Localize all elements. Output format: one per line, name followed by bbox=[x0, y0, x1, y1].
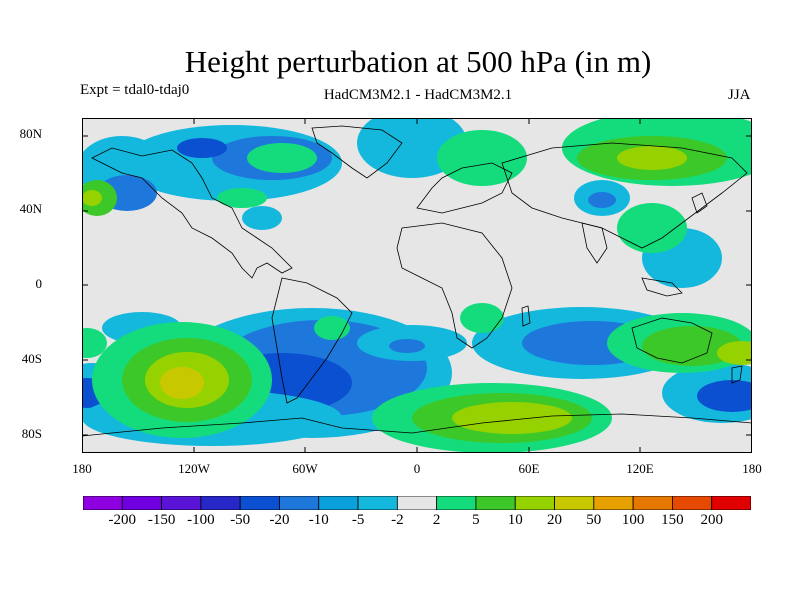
model-label: HadCM3M2.1 - HadCM3M2.1 bbox=[323, 87, 513, 103]
lon-tick-label: 60E bbox=[518, 461, 540, 476]
colorbar-box bbox=[121, 496, 162, 510]
contour-fill bbox=[217, 188, 267, 208]
colorbar-label: 10 bbox=[507, 512, 523, 528]
lon-tick-label: 120E bbox=[626, 461, 654, 476]
contour-fill bbox=[177, 138, 227, 158]
coastline-madagascar bbox=[521, 305, 531, 327]
colorbar-label: 20 bbox=[547, 512, 562, 528]
lon-tick-label: 120W bbox=[178, 461, 210, 476]
contour-fill bbox=[617, 203, 687, 253]
lat-tick-label: 40N bbox=[19, 201, 42, 216]
lon-tick-label: 60W bbox=[292, 461, 318, 476]
contour-fill bbox=[82, 328, 107, 358]
contour-fill bbox=[437, 130, 527, 186]
contour-fill bbox=[160, 367, 204, 399]
colorbar-box bbox=[239, 496, 280, 510]
colorbar-box bbox=[514, 496, 555, 510]
coastline-greenland bbox=[311, 125, 403, 179]
contour-fill bbox=[82, 190, 102, 206]
tick-marks bbox=[82, 118, 752, 453]
contour-fill bbox=[697, 380, 752, 412]
map-title: Height perturbation at 500 hPa (in m) bbox=[184, 44, 652, 79]
coastline-south-america bbox=[271, 277, 353, 404]
colorbar-label: 150 bbox=[661, 512, 684, 528]
colorbar-label: -2 bbox=[391, 512, 404, 528]
coastline-new-zealand bbox=[731, 365, 743, 384]
colorbar-label: -150 bbox=[147, 512, 176, 528]
colorbar-label: -200 bbox=[108, 512, 137, 528]
colorbar bbox=[83, 496, 751, 510]
lat-tick-label: 80N bbox=[19, 126, 42, 141]
colorbar-box bbox=[200, 496, 241, 510]
colorbar-box bbox=[711, 496, 751, 510]
coastlines bbox=[82, 125, 752, 437]
colorbar-box bbox=[436, 496, 477, 510]
colorbar-box bbox=[554, 496, 595, 510]
colorbar-label: 100 bbox=[621, 512, 645, 528]
colorbar-box bbox=[279, 496, 320, 510]
contour-fills bbox=[82, 118, 752, 453]
contour-fill bbox=[460, 303, 504, 333]
lat-tick-label: 0 bbox=[35, 276, 43, 291]
lon-tick-label: 0 bbox=[413, 461, 421, 476]
colorbar-label: -5 bbox=[351, 512, 365, 528]
colorbar-box bbox=[632, 496, 673, 510]
coastline-india bbox=[581, 222, 608, 264]
contour-fill bbox=[389, 339, 425, 353]
map-panel bbox=[82, 118, 752, 453]
lon-tick-label: 180 bbox=[742, 461, 762, 476]
coastline-antarctica bbox=[82, 413, 752, 437]
contour-fill bbox=[642, 326, 742, 366]
contour-fill bbox=[247, 143, 317, 173]
contour-fill bbox=[717, 341, 752, 365]
colorbar-label: 5 bbox=[472, 512, 480, 528]
lat-tick-label: 80S bbox=[21, 426, 42, 441]
colorbar-box bbox=[593, 496, 634, 510]
colorbar-label: 2 bbox=[432, 512, 441, 528]
colorbar-label: -10 bbox=[308, 512, 329, 528]
coastline-europe bbox=[416, 162, 513, 214]
contour-fill bbox=[588, 192, 616, 208]
colorbar-label: 50 bbox=[586, 512, 602, 528]
colorbar-label: 200 bbox=[700, 512, 723, 528]
coastline-africa bbox=[396, 222, 513, 349]
colorbar-box bbox=[357, 496, 398, 510]
contour-fill bbox=[452, 402, 572, 434]
colorbar-box bbox=[161, 496, 202, 510]
season-label: JJA bbox=[728, 87, 751, 103]
lat-tick-label: 40S bbox=[21, 351, 42, 366]
lon-tick-label: 180 bbox=[72, 461, 92, 476]
coastline-north-america bbox=[91, 147, 293, 279]
colorbar-label: -20 bbox=[269, 512, 290, 528]
coastline-indonesia bbox=[641, 277, 683, 297]
colorbar-box bbox=[672, 496, 713, 510]
experiment-label: Expt = tdal0-tdaj0 bbox=[80, 82, 190, 98]
colorbar-box bbox=[318, 496, 359, 510]
coastline-japan bbox=[691, 192, 708, 214]
coastline-asia bbox=[501, 142, 748, 249]
colorbar-box bbox=[396, 496, 438, 510]
contour-map bbox=[82, 118, 752, 453]
colorbar-label: -50 bbox=[230, 512, 251, 528]
contour-fill bbox=[617, 146, 687, 170]
contour-fill bbox=[242, 206, 282, 230]
colorbar-label: -100 bbox=[187, 512, 215, 528]
colorbar-box bbox=[83, 496, 123, 510]
coastline-australia bbox=[631, 317, 713, 364]
colorbar-box bbox=[475, 496, 516, 510]
